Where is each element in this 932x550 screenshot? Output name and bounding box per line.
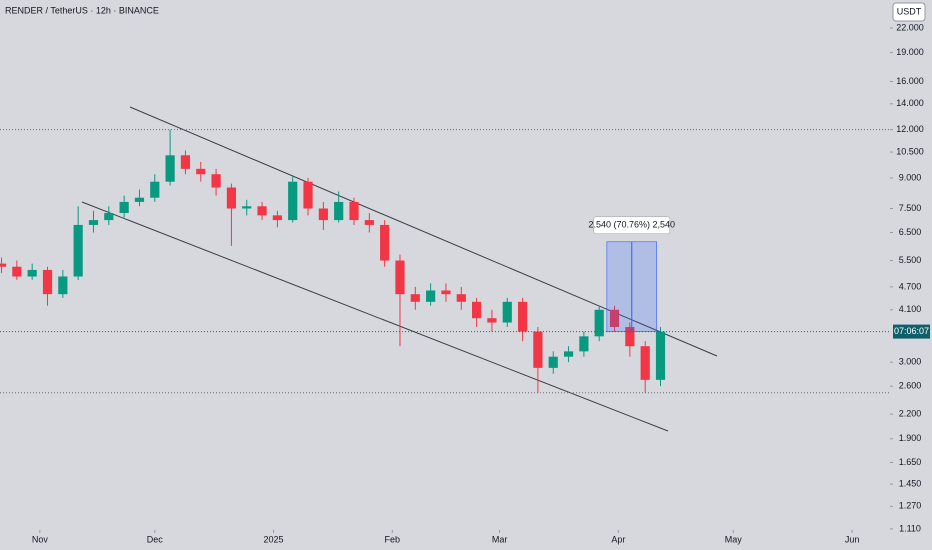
y-tick-label: 16.000 [896,76,924,86]
candle-body [533,331,543,368]
candle-body [58,276,68,295]
y-tick-label: 12.000 [896,124,924,134]
candle-body [211,174,221,188]
candle-body [334,201,344,221]
candle-body [364,220,374,225]
y-tick-label: 14.000 [896,98,924,108]
price-tag [893,324,930,339]
candle-body [73,224,83,277]
candle-body [226,187,237,209]
currency-button[interactable] [892,2,926,22]
y-tick-label: 4.100 [899,304,922,314]
candle-body [349,201,359,221]
candle-body [456,294,466,302]
currency-label[interactable]: USDT [897,6,922,16]
y-tick-label: 9.000 [899,172,922,182]
candle-body [242,206,252,209]
candle-body [472,301,482,319]
candle-body [303,181,313,209]
candle-body [487,318,497,323]
y-tick-label: 4.700 [899,281,922,291]
candle-body [318,208,328,221]
candle-body [150,181,160,198]
y-tick-label: 2.600 [899,381,922,391]
y-tick-label: 5.500 [899,255,922,265]
chart-title: RENDER / TetherUS · 12h · BINANCE [5,5,159,15]
x-tick-label: Mar [492,534,508,544]
candle-body [594,309,604,337]
y-tick-label: 3.000 [899,357,922,367]
y-tick-label: 2.200 [899,409,922,419]
candle-body [134,197,145,202]
candle-body [655,331,666,380]
candle-body [640,346,650,380]
y-tick-label: 6.500 [899,227,922,237]
x-tick-label: Feb [385,534,401,544]
candle-body [380,224,390,261]
candle-body [119,201,129,214]
x-tick-label: 2025 [264,534,284,544]
candle-body [180,155,191,169]
candle-body [27,269,37,277]
candle-body [104,213,114,221]
candle-body [88,220,99,225]
y-tick-label: 1.900 [899,433,922,443]
y-tick-label: 19.000 [896,47,924,57]
candle-body [502,301,512,323]
candle-body [410,294,420,302]
candle-body [426,290,436,302]
candle-body [625,327,635,347]
x-tick-label: Apr [611,534,625,544]
channel-upper [129,106,718,357]
candle-body [257,206,267,216]
candle-body [579,336,589,352]
candle-body [272,215,282,221]
y-tick-label: 10.500 [896,146,924,156]
candle-body [288,181,298,221]
candle-body [548,356,558,368]
candle-body [609,309,620,328]
measure-label: 2.540 (70.76%) 2,540 [588,220,675,230]
candle-body [0,263,7,267]
candle-body [196,168,206,175]
x-tick-label: May [725,534,743,544]
candle-body [165,155,175,182]
countdown: 07:06:07 [894,326,929,336]
candle-body [563,351,574,357]
measure-label-box [593,216,671,235]
x-tick-label: Jun [845,534,860,544]
candle-body [395,260,405,295]
y-tick-label: 22.000 [896,22,924,32]
y-tick-label: 1.270 [899,501,922,511]
y-tick-label: 1.110 [899,523,921,533]
candle-body [441,290,451,295]
candle-body [42,269,53,295]
x-tick-label: Nov [32,534,49,544]
candle-body [12,266,22,277]
y-tick-label: 1.450 [899,478,922,488]
y-tick-label: 1.650 [899,457,922,467]
x-tick-label: Dec [147,534,164,544]
y-tick-label: 7.500 [899,203,922,213]
candle-body [517,301,528,332]
